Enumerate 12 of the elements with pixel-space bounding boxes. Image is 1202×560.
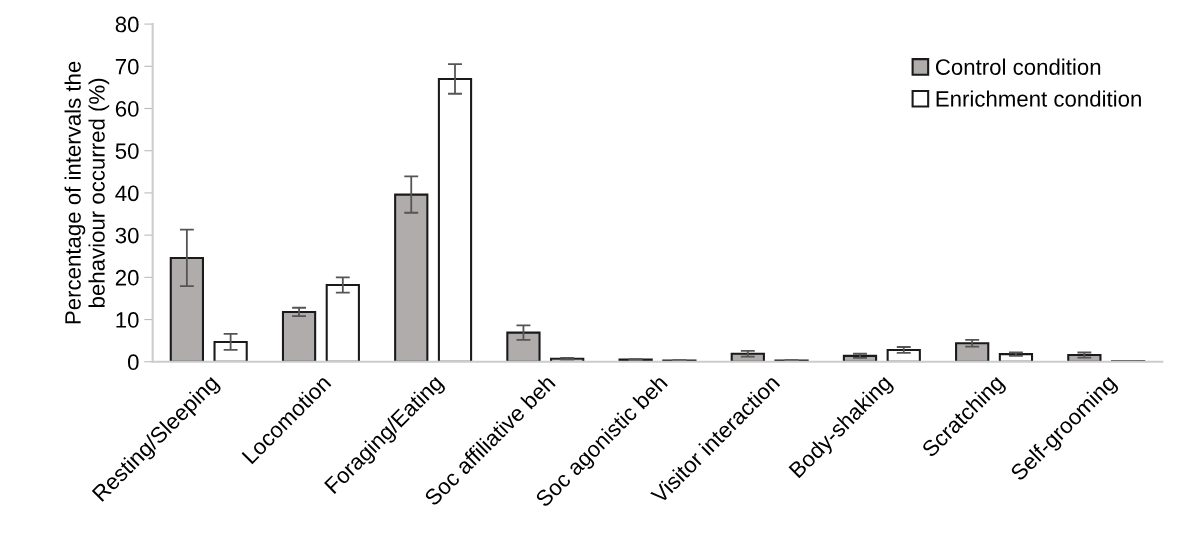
y-tick-label: 60 [115, 101, 139, 117]
y-tick-label: 70 [115, 58, 139, 75]
y-axis-title: Percentage of intervals the behaviour occurred (%) [64, 61, 110, 324]
legend-label: Enrichment condition [936, 90, 1141, 107]
y-tick-label: 40 [115, 185, 139, 202]
y-tick-label: 50 [115, 143, 139, 159]
y-tick-label: 0 [127, 354, 139, 371]
y-tick-label: 10 [116, 312, 139, 328]
y-tick-label: 80 [115, 16, 139, 33]
legend-label: Control condition [935, 58, 1101, 75]
y-tick-label: 30 [115, 227, 139, 244]
y-tick-label: 20 [115, 269, 139, 286]
